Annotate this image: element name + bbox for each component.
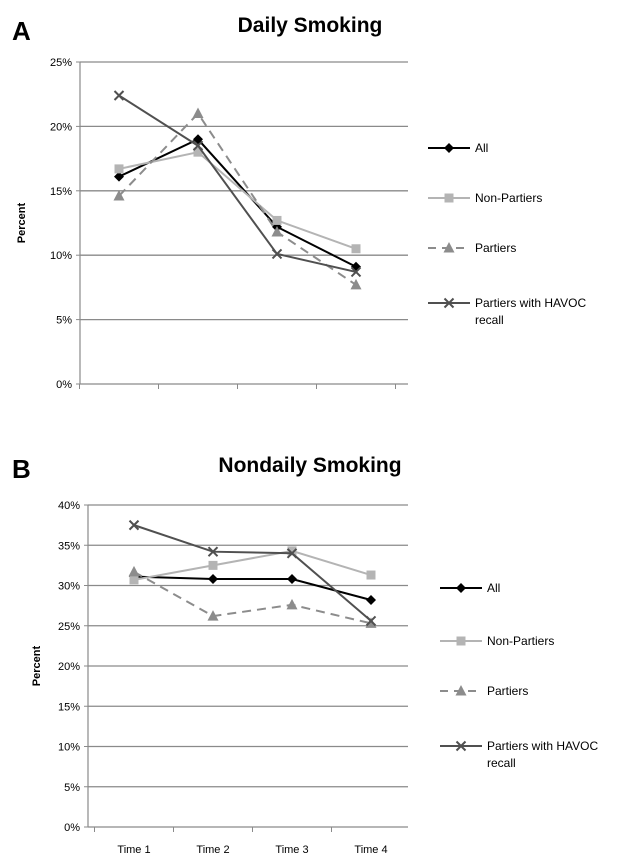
- series-partiers-with-havoc-recall: [113, 90, 362, 278]
- data-point: [287, 574, 297, 585]
- data-point: [365, 615, 377, 627]
- data-point: [272, 215, 282, 225]
- panel-letter: B: [12, 454, 31, 484]
- x-tick-label: Time 1: [117, 844, 150, 856]
- y-tick-label: 20%: [58, 661, 80, 673]
- data-point: [128, 519, 140, 531]
- data-point: [365, 617, 377, 628]
- y-tick-label: 25%: [50, 57, 72, 69]
- series-all: [129, 571, 376, 605]
- legend-marker: [456, 636, 466, 646]
- data-point: [287, 546, 297, 556]
- data-point: [207, 546, 219, 557]
- legend-item-non-partiers: Non-Partiers: [428, 191, 542, 205]
- chart-title: Nondaily Smoking: [218, 454, 401, 477]
- data-point: [286, 548, 298, 559]
- y-tick-label: 40%: [58, 500, 80, 512]
- x-tick-label: Time 2: [196, 844, 229, 856]
- nondaily-smoking-panel: B Nondaily Smoking 0% 5% 10% 15% 20% 25% 30% 35% 4…: [12, 454, 598, 856]
- legend-label: Partiers with HAVOC recall: [487, 739, 598, 770]
- x-tick-label: Time 3: [275, 844, 308, 856]
- legend-item-partiers-with-havoc-recall: Partiers with HAVOC recall: [428, 296, 586, 327]
- legend-label: Partiers: [475, 241, 516, 255]
- data-point: [271, 248, 283, 260]
- legend-item-all: All: [428, 141, 488, 155]
- legend-label: Partiers with HAVOC recall: [475, 296, 586, 327]
- series-line: [118, 94, 357, 273]
- data-point: [113, 189, 125, 201]
- series-line: [118, 138, 357, 268]
- data-point: [113, 90, 125, 101]
- legend-marker: [443, 297, 455, 309]
- legend-label: Partiers: [487, 684, 528, 698]
- series-line: [133, 524, 372, 622]
- data-point: [207, 610, 219, 621]
- legend-label: Non-Partiers: [475, 191, 542, 205]
- series-non-partiers: [114, 147, 361, 254]
- y-tick-label: 10%: [50, 250, 72, 262]
- y-tick-label: 25%: [58, 621, 80, 633]
- data-point: [208, 560, 218, 570]
- legend-item-partiers-with-havoc-recall: Partiers with HAVOC recall: [440, 739, 598, 770]
- y-tick-label: 5%: [64, 782, 80, 794]
- legend-marker: [444, 193, 454, 203]
- data-point: [128, 565, 140, 577]
- panel-letter: A: [12, 16, 31, 46]
- series-partiers-with-havoc-recall: [128, 519, 377, 627]
- legend-label: All: [475, 141, 488, 155]
- series-partiers: [113, 107, 362, 290]
- data-point: [366, 594, 376, 605]
- series-line: [133, 570, 372, 625]
- series-all: [114, 134, 361, 272]
- y-axis-label: Percent: [31, 645, 43, 686]
- series-line: [133, 575, 372, 601]
- legend-marker: [444, 143, 454, 153]
- y-tick-label: 10%: [58, 742, 80, 754]
- data-point: [350, 278, 362, 290]
- y-tick-label: 20%: [50, 121, 72, 133]
- legend-marker: [456, 583, 466, 593]
- series-partiers: [128, 565, 377, 628]
- series-non-partiers: [129, 546, 376, 585]
- y-tick-label: 5%: [56, 315, 72, 327]
- legend-item-partiers: Partiers: [440, 684, 528, 698]
- series-line: [118, 151, 357, 250]
- data-point: [192, 107, 204, 119]
- legend-label: Non-Partiers: [487, 634, 554, 648]
- legend-marker: [455, 685, 467, 696]
- data-point: [114, 164, 124, 174]
- y-tick-label: 0%: [56, 379, 72, 391]
- data-point: [366, 570, 376, 580]
- data-point: [129, 575, 139, 585]
- data-point: [271, 226, 283, 237]
- data-point: [350, 266, 362, 278]
- y-tick-label: 15%: [50, 186, 72, 198]
- y-tick-label: 35%: [58, 540, 80, 552]
- daily-smoking-panel: A Daily Smoking 0% 5% 10% 15% 20% 25% Percent All…: [12, 14, 586, 391]
- legend-label: All: [487, 581, 500, 595]
- series-line: [118, 111, 357, 286]
- legend-item-partiers: Partiers: [428, 241, 516, 255]
- legend-marker: [443, 242, 455, 253]
- data-point: [286, 598, 298, 610]
- chart-title: Daily Smoking: [238, 14, 383, 37]
- x-tick-label: Time 4: [354, 844, 387, 856]
- data-point: [351, 244, 361, 254]
- data-point: [192, 140, 204, 151]
- data-point: [193, 147, 203, 157]
- legend-item-non-partiers: Non-Partiers: [440, 634, 554, 648]
- data-point: [193, 134, 203, 145]
- legend-marker: [455, 740, 467, 752]
- data-point: [208, 574, 218, 585]
- y-tick-label: 0%: [64, 822, 80, 834]
- data-point: [114, 171, 124, 182]
- series-line: [133, 549, 372, 581]
- y-tick-label: 30%: [58, 581, 80, 593]
- y-axis-label: Percent: [16, 202, 28, 243]
- y-tick-label: 15%: [58, 701, 80, 713]
- legend-item-all: All: [440, 581, 500, 595]
